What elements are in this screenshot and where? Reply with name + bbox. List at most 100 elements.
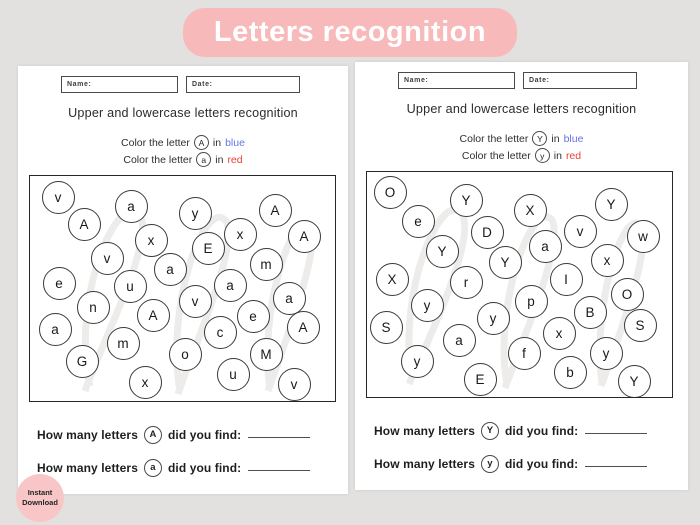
- answer-line[interactable]: [585, 466, 648, 467]
- target-letter-circle: A: [193, 135, 209, 150]
- letter-circle-v[interactable]: v: [178, 284, 212, 318]
- worksheet-title: Upper and lowercase letters recognition: [68, 106, 298, 120]
- instruction-mid: in: [551, 132, 560, 145]
- letter-circle-y[interactable]: y: [178, 196, 212, 230]
- letter-circle-E[interactable]: E: [191, 231, 225, 265]
- letter-circle-Y[interactable]: Y: [617, 364, 651, 397]
- question-letter-circle: a: [143, 458, 162, 477]
- letter-circle-A[interactable]: A: [287, 219, 321, 253]
- letter-circle-w[interactable]: w: [626, 219, 660, 253]
- name-field[interactable]: Name:: [61, 76, 178, 93]
- letter-circle-r[interactable]: r: [449, 265, 483, 299]
- letter-circle-u[interactable]: u: [113, 269, 147, 303]
- date-field[interactable]: Date:: [186, 76, 300, 93]
- letter-circle-b[interactable]: b: [553, 355, 587, 389]
- instruction-prefix: Color the letter: [461, 149, 531, 162]
- letter-circle-y[interactable]: y: [589, 336, 623, 370]
- letter-circle-o[interactable]: o: [168, 337, 202, 371]
- instruction-line: Color the letter A in blue: [18, 135, 348, 150]
- answer-line[interactable]: [585, 433, 648, 434]
- date-label: Date:: [192, 81, 213, 88]
- letter-circle-A[interactable]: A: [286, 310, 320, 344]
- question-suffix: did you find:: [504, 423, 579, 438]
- letter-circle-y[interactable]: y: [400, 344, 434, 378]
- letter-circle-a[interactable]: a: [153, 252, 187, 286]
- question-prefix: How many letters: [374, 423, 475, 438]
- letter-circle-y[interactable]: y: [410, 288, 444, 322]
- letter-circle-a[interactable]: a: [38, 312, 72, 346]
- letter-circle-O[interactable]: O: [610, 277, 644, 311]
- letter-circle-c[interactable]: c: [203, 315, 237, 349]
- letter-circle-I[interactable]: I: [549, 262, 583, 296]
- letter-circle-a[interactable]: a: [442, 323, 476, 357]
- worksheet-page-right: Name: Date: Upper and lowercase letters …: [355, 62, 688, 490]
- color-word: red: [227, 153, 243, 166]
- letter-circle-B[interactable]: B: [573, 295, 607, 329]
- answer-line[interactable]: [248, 470, 311, 471]
- question-line: How many letters A did you find:: [37, 425, 311, 444]
- letter-circle-A[interactable]: A: [136, 298, 170, 332]
- letter-circle-G[interactable]: G: [65, 344, 99, 378]
- color-word: blue: [225, 136, 245, 149]
- letter-circle-Y[interactable]: Y: [449, 183, 483, 217]
- letter-circle-m[interactable]: m: [106, 326, 140, 360]
- question-suffix: did you find:: [167, 460, 242, 475]
- letter-circle-v[interactable]: v: [41, 180, 75, 214]
- page-title: Letters recognition: [213, 16, 487, 48]
- answer-line[interactable]: [248, 437, 311, 438]
- letter-circle-x[interactable]: x: [128, 365, 162, 399]
- letter-circle-Y[interactable]: Y: [425, 234, 459, 268]
- letter-circle-Y[interactable]: Y: [594, 187, 628, 221]
- letter-circle-x[interactable]: x: [590, 243, 624, 277]
- instruction-mid: in: [553, 149, 562, 162]
- letter-circle-a[interactable]: a: [272, 281, 306, 315]
- letter-circle-e[interactable]: e: [236, 299, 270, 333]
- letter-circle-m[interactable]: m: [249, 247, 283, 281]
- letter-circle-a[interactable]: a: [114, 189, 148, 223]
- letter-circle-e[interactable]: e: [42, 266, 76, 300]
- letter-circle-Y[interactable]: Y: [488, 245, 522, 279]
- name-label: Name:: [404, 77, 429, 84]
- letter-circle-p[interactable]: p: [514, 284, 548, 318]
- letter-circle-M[interactable]: M: [249, 337, 283, 371]
- letter-circle-S[interactable]: S: [623, 308, 657, 342]
- letter-circle-A[interactable]: A: [258, 193, 292, 227]
- instruction-line: Color the letter y in red: [355, 148, 688, 163]
- letter-circle-f[interactable]: f: [507, 336, 541, 370]
- letter-circle-x[interactable]: x: [223, 217, 257, 251]
- date-field[interactable]: Date:: [523, 72, 637, 89]
- name-field[interactable]: Name:: [398, 72, 515, 89]
- letter-circle-S[interactable]: S: [369, 310, 403, 344]
- target-letter-circle: y: [534, 148, 550, 163]
- letter-circle-X[interactable]: X: [375, 262, 409, 296]
- question-letter-circle: Y: [480, 421, 499, 440]
- instruction-line: Color the letter a in red: [18, 152, 348, 167]
- name-label: Name:: [67, 81, 92, 88]
- letter-circle-A[interactable]: A: [67, 207, 101, 241]
- question-letter-circle: y: [480, 454, 499, 473]
- letter-circle-X[interactable]: X: [513, 193, 547, 227]
- letter-circle-O[interactable]: O: [373, 175, 407, 209]
- question-prefix: How many letters: [37, 460, 138, 475]
- letter-circle-v[interactable]: v: [90, 241, 124, 275]
- letter-circle-u[interactable]: u: [216, 357, 250, 391]
- letter-circle-v[interactable]: v: [563, 214, 597, 248]
- letter-circle-x[interactable]: x: [134, 223, 168, 257]
- question-prefix: How many letters: [374, 456, 475, 471]
- letter-circle-n[interactable]: n: [76, 290, 110, 324]
- title-banner: Letters recognition: [183, 8, 517, 57]
- letter-circle-a[interactable]: a: [213, 268, 247, 302]
- badge-line: Download: [22, 498, 58, 507]
- letter-circle-v[interactable]: v: [277, 367, 311, 401]
- question-letter-circle: A: [143, 425, 162, 444]
- letter-circle-e[interactable]: e: [401, 204, 435, 238]
- letter-circle-E[interactable]: E: [463, 362, 497, 396]
- letter-circle-a[interactable]: a: [528, 229, 562, 263]
- worksheet-page-left: Name: Date: Upper and lowercase letters …: [18, 66, 348, 494]
- worksheet-title: Upper and lowercase letters recognition: [406, 102, 637, 116]
- letter-circle-x[interactable]: x: [542, 316, 576, 350]
- letter-circle-y[interactable]: y: [476, 301, 510, 335]
- letter-circle-D[interactable]: D: [470, 215, 504, 249]
